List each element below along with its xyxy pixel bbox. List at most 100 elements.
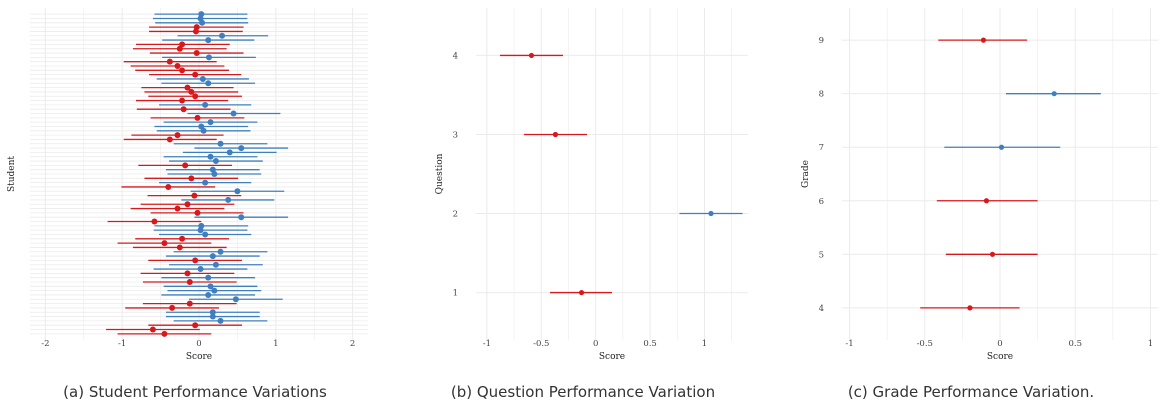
point-estimate bbox=[967, 305, 973, 311]
y-axis-title: Question bbox=[435, 153, 445, 194]
point-estimate bbox=[238, 214, 245, 221]
x-tick-label: 1 bbox=[702, 339, 707, 349]
point-estimate bbox=[989, 251, 996, 257]
x-tick-label: 1 bbox=[273, 339, 278, 349]
point-estimate bbox=[179, 235, 186, 242]
point-estimate bbox=[179, 97, 186, 104]
point-estimate bbox=[205, 291, 212, 298]
point-estimate bbox=[708, 210, 714, 217]
point-estimate bbox=[225, 196, 232, 203]
student-forest-plot: -2 -1 0 1 2 Score Student bbox=[7, 8, 368, 362]
point-estimate bbox=[211, 171, 218, 177]
point-estimate bbox=[217, 317, 224, 324]
point-estimate bbox=[230, 110, 237, 117]
x-tick-label: -0.5 bbox=[533, 339, 549, 349]
point-estimate bbox=[212, 158, 219, 165]
point-estimate bbox=[209, 309, 216, 316]
point-estimate bbox=[234, 188, 241, 195]
point-estimate bbox=[166, 136, 173, 143]
point-estimate bbox=[151, 218, 158, 225]
point-estimate bbox=[149, 326, 156, 333]
y-tick-label: 3 bbox=[453, 130, 458, 140]
point-estimate bbox=[192, 257, 199, 264]
point-estimate bbox=[184, 270, 191, 277]
y-tick-label: 2 bbox=[453, 210, 458, 220]
x-tick-label: -0.5 bbox=[917, 339, 933, 349]
point-estimate bbox=[528, 52, 535, 59]
x-tick-label: -1 bbox=[483, 339, 491, 349]
x-axis-title: Score bbox=[987, 352, 1013, 362]
caption-grade: (c) Grade Performance Variation. bbox=[847, 383, 1095, 401]
x-tick-label: -1 bbox=[845, 339, 853, 349]
point-estimate bbox=[161, 240, 168, 247]
point-estimate bbox=[193, 50, 200, 57]
point-estimate bbox=[238, 145, 245, 152]
x-tick-label: -1 bbox=[118, 339, 126, 349]
y-tick-label: 4 bbox=[453, 51, 458, 61]
y-tick-label: 5 bbox=[819, 250, 824, 260]
panel-question: 1 2 3 4 -1 -0.5 0 0.5 1 Score Question bbox=[388, 0, 778, 370]
point-estimate bbox=[209, 253, 216, 260]
point-estimate bbox=[552, 131, 559, 138]
point-estimate bbox=[202, 231, 209, 238]
panel-grade: 4 5 6 7 8 9 -1 -0.5 0 0.5 1 Score Grade bbox=[776, 0, 1164, 370]
point-estimate bbox=[199, 19, 206, 26]
x-tick-label: -2 bbox=[41, 339, 49, 349]
point-estimate bbox=[194, 114, 201, 121]
question-forest-plot: 1 2 3 4 -1 -0.5 0 0.5 1 Score Question bbox=[435, 8, 748, 362]
x-tick-label: 0 bbox=[196, 339, 201, 349]
caption-question: (b) Question Performance Variation bbox=[450, 383, 716, 401]
point-estimate bbox=[219, 32, 226, 39]
panel-student: -2 -1 0 1 2 Score Student bbox=[0, 0, 390, 370]
x-tick-label: 2 bbox=[350, 339, 355, 349]
point-estimate bbox=[200, 127, 207, 134]
point-estimate bbox=[202, 101, 209, 108]
y-tick-label: 7 bbox=[819, 143, 824, 153]
point-estimate bbox=[205, 54, 212, 61]
point-estimate bbox=[182, 162, 189, 169]
caption-student: (a) Student Performance Variations bbox=[63, 383, 327, 401]
point-estimate bbox=[980, 37, 987, 43]
point-estimate bbox=[186, 279, 193, 285]
point-estimate bbox=[174, 132, 181, 139]
point-estimate bbox=[184, 84, 191, 91]
y-tick-label: 9 bbox=[819, 36, 824, 46]
point-estimate bbox=[194, 209, 201, 216]
point-estimate bbox=[199, 75, 206, 82]
x-tick-label: 0.5 bbox=[643, 339, 657, 349]
point-estimate bbox=[217, 140, 224, 147]
x-tick-label: 1 bbox=[1148, 339, 1153, 349]
point-estimate bbox=[192, 71, 199, 78]
point-estimate bbox=[207, 283, 214, 290]
point-estimate bbox=[188, 88, 195, 95]
y-tick-label: 4 bbox=[819, 304, 824, 314]
point-estimate bbox=[197, 266, 204, 273]
point-estimate bbox=[192, 28, 199, 35]
y-tick-label: 1 bbox=[453, 289, 458, 299]
point-estimate bbox=[161, 330, 168, 337]
point-estimate bbox=[209, 313, 216, 320]
point-estimate bbox=[188, 175, 195, 182]
point-estimate bbox=[205, 274, 212, 281]
x-tick-label: 0 bbox=[593, 339, 598, 349]
point-estimate bbox=[202, 179, 209, 186]
point-estimate bbox=[578, 289, 585, 296]
point-estimate bbox=[1051, 91, 1057, 97]
point-estimate bbox=[176, 45, 183, 52]
point-estimate bbox=[205, 37, 212, 44]
point-estimate bbox=[180, 106, 187, 113]
point-estimate bbox=[205, 80, 212, 87]
x-tick-label: 0 bbox=[997, 339, 1002, 349]
point-estimate bbox=[186, 300, 193, 307]
point-estimate bbox=[165, 183, 172, 190]
point-estimate bbox=[217, 248, 224, 255]
point-estimate bbox=[174, 205, 181, 212]
point-estimate bbox=[169, 304, 176, 311]
point-estimate bbox=[211, 287, 218, 294]
x-axis-title: Score bbox=[186, 352, 212, 362]
point-estimate bbox=[232, 296, 239, 303]
point-estimate bbox=[184, 201, 191, 208]
point-estimate bbox=[179, 67, 186, 74]
point-estimate bbox=[176, 244, 183, 251]
point-estimate bbox=[207, 119, 214, 126]
